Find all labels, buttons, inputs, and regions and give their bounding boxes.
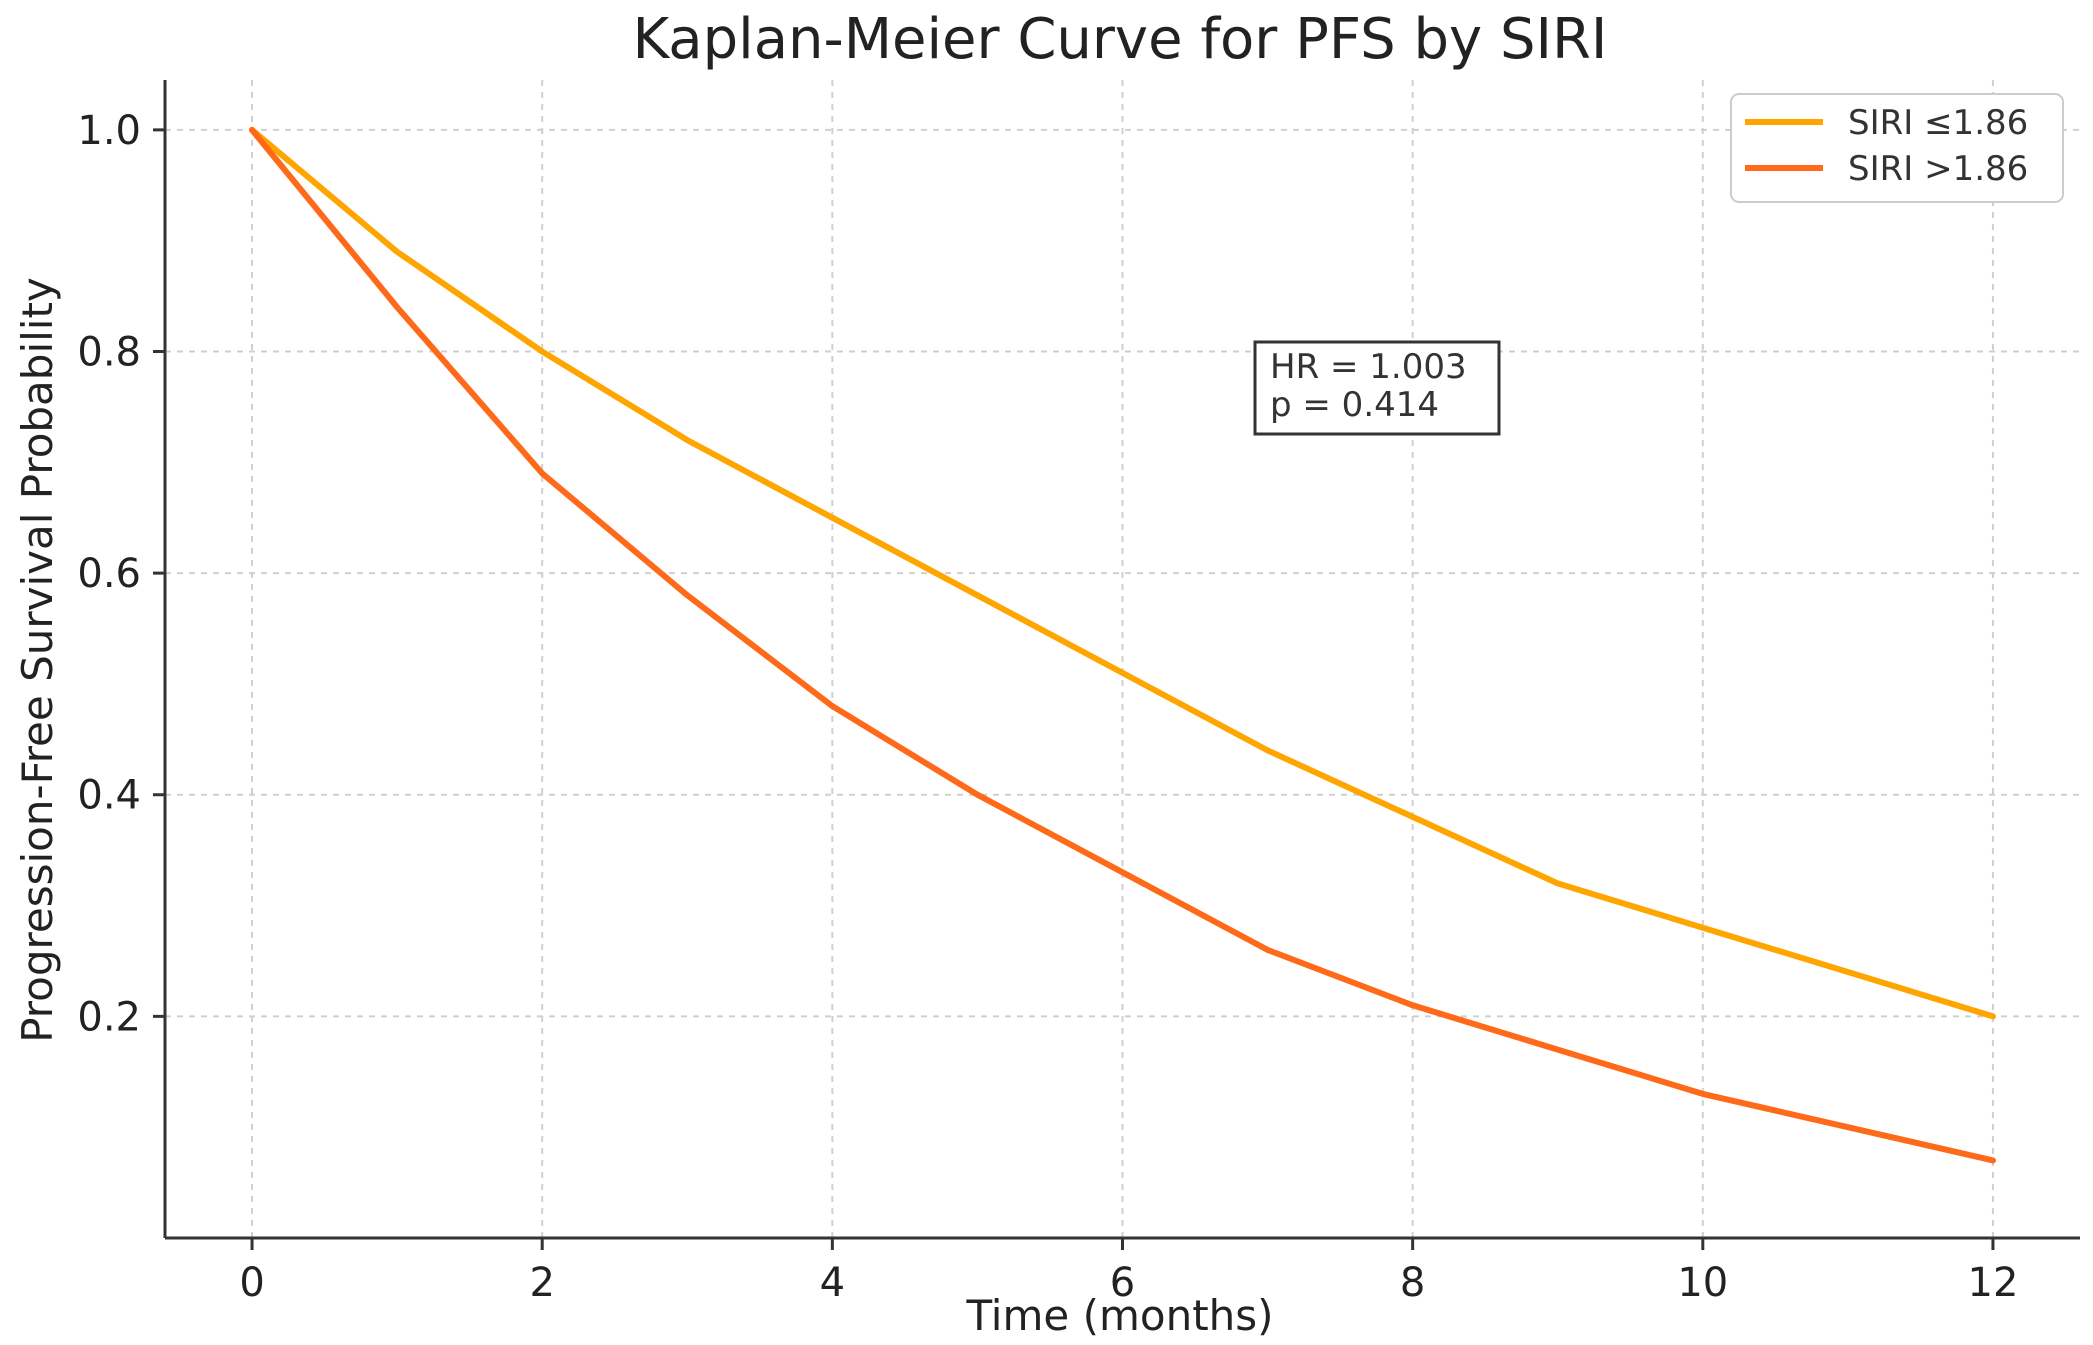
series-lines <box>249 126 1996 1164</box>
x-tick-label: 8 <box>1400 1260 1425 1306</box>
x-axis-label: Time (months) <box>965 1291 1273 1340</box>
y-tick-label: 0.2 <box>77 994 141 1040</box>
x-tick-label: 4 <box>820 1260 845 1306</box>
y-tick-label: 1.0 <box>77 108 141 154</box>
chart-title: Kaplan-Meier Curve for PFS by SIRI <box>633 7 1608 72</box>
series-line-siri-low <box>249 126 1996 1020</box>
annotation-hr: HR = 1.003 <box>1270 347 1467 387</box>
x-tick-label: 6 <box>1110 1260 1135 1306</box>
stats-annotation: HR = 1.003 p = 0.414 <box>1253 340 1501 436</box>
x-tick-label: 10 <box>1677 1260 1728 1306</box>
x-tick-label: 0 <box>239 1260 264 1306</box>
legend-label-siri-high: SIRI >1.86 <box>1848 149 2028 189</box>
y-tick-label: 0.6 <box>77 551 141 597</box>
legend: SIRI ≤1.86 SIRI >1.86 <box>1730 93 2064 203</box>
annotation-p: p = 0.414 <box>1270 385 1439 425</box>
grid-lines <box>165 80 2080 1238</box>
x-tick-label: 12 <box>1968 1260 2019 1306</box>
y-tick-label: 0.8 <box>77 329 141 375</box>
annotation-box <box>1253 340 1501 436</box>
x-tick-label: 2 <box>529 1260 554 1306</box>
y-axis-label: Progression-Free Survival Probability <box>13 277 62 1043</box>
series-line-siri-high <box>249 126 1996 1164</box>
axes: 0 2 4 6 8 10 12 0.2 0.4 0.6 0.8 1.0 <box>77 80 2080 1306</box>
legend-label-siri-low: SIRI ≤1.86 <box>1848 103 2028 143</box>
y-tick-label: 0.4 <box>77 773 141 819</box>
